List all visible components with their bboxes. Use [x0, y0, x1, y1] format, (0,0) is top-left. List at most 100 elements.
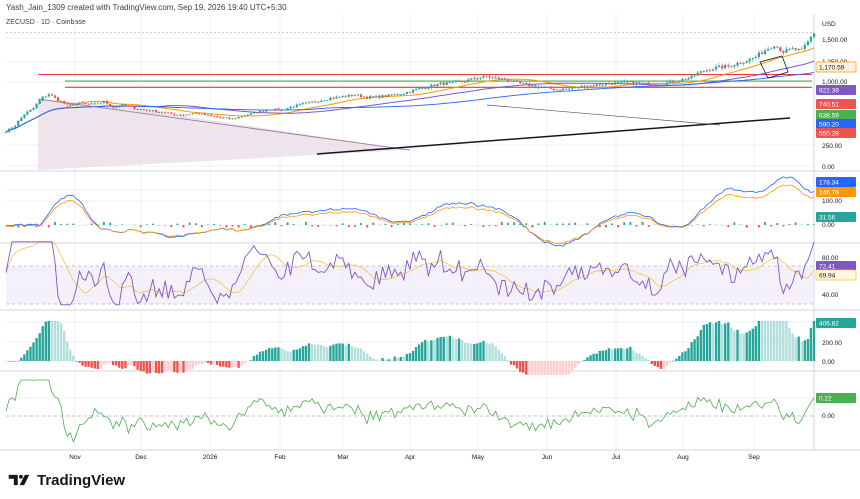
candle-body [105, 100, 109, 104]
candle-body [439, 82, 442, 84]
oscillator-1-bar [494, 225, 497, 227]
oscillator-1-bar [605, 225, 607, 228]
candle-body [317, 101, 320, 103]
oscillator-1-bar [237, 225, 240, 228]
oscillator-1-bar [739, 224, 742, 225]
histogram-bar [359, 348, 363, 361]
histogram-bar [586, 357, 589, 361]
candle-body [733, 65, 736, 67]
histogram-bar [528, 361, 531, 375]
histogram-bar [231, 361, 234, 368]
candle-body [574, 86, 577, 89]
histogram-bar [268, 347, 271, 361]
histogram-bar [610, 349, 614, 361]
candle-body [142, 109, 145, 110]
candle-body [782, 51, 785, 53]
histogram-bar [672, 360, 675, 362]
oscillator-1-bar [641, 221, 644, 225]
histogram-bar [50, 321, 54, 361]
candle-body [476, 78, 479, 80]
rsi-ma-label: 69.94 [819, 273, 836, 280]
histogram-bar [641, 355, 644, 361]
candle-body [442, 82, 445, 85]
histogram-bar [41, 326, 44, 361]
candle-body [610, 83, 614, 85]
histogram-bar [770, 321, 773, 361]
oscillator-1-pane[interactable] [5, 176, 815, 247]
oscillator-1-bar [35, 225, 38, 228]
time-axis-tick: Sep [748, 454, 760, 461]
time-axis-tick: May [472, 454, 485, 461]
candle-body [307, 101, 311, 103]
histogram-bar [693, 339, 696, 361]
histogram-bar [776, 321, 779, 361]
histogram-bar [607, 348, 611, 361]
time-axis-tick: Feb [274, 454, 286, 461]
price-axis-tick: 250.00 [822, 143, 842, 150]
candle-body [38, 100, 41, 104]
histogram-bar [491, 343, 494, 361]
histogram-bar [699, 330, 702, 361]
candle-body [751, 57, 754, 59]
candle-body [580, 85, 583, 88]
candle-body [617, 82, 620, 83]
candle-body [684, 79, 687, 80]
candle-body [53, 95, 57, 98]
histogram-bar [721, 324, 724, 361]
histogram-bar [488, 343, 491, 361]
candle-body [170, 112, 173, 114]
candle-body [678, 81, 681, 83]
candle-body [50, 94, 53, 96]
price-axis-tick: 1,500.00 [822, 37, 848, 44]
oscillator-1-bar [268, 223, 271, 225]
histogram-bar [298, 348, 301, 361]
symbol-label: ZECUSD · 1D · Coinbase [6, 19, 86, 26]
candle-body [537, 86, 540, 88]
candle-body [384, 95, 387, 97]
histogram-bar [564, 361, 568, 375]
histogram-bar [601, 350, 604, 361]
histogram-bar [111, 361, 115, 366]
oscillator-1-bar [702, 225, 705, 227]
candle-body [702, 71, 705, 72]
histogram-tick: 0.00 [822, 359, 835, 366]
price-axis[interactable]: USD1,500.001,250.001,000.00250.000.001,1… [815, 21, 857, 420]
histogram-bar [332, 344, 335, 361]
histogram-bar [736, 329, 739, 361]
price-pane[interactable] [4, 32, 816, 155]
histogram-bar [598, 351, 601, 361]
oscillator-2-pane[interactable] [5, 379, 815, 443]
histogram-pane[interactable] [4, 321, 816, 375]
triangle-upper-line [486, 104, 721, 126]
histogram-bar [265, 350, 268, 361]
time-axis-tick: Mar [337, 454, 349, 461]
histogram-bar [788, 327, 791, 361]
oscillator-1-bar [194, 223, 197, 225]
histogram-bar [681, 352, 684, 361]
candle-body [531, 85, 534, 87]
oscillator-1-bar [770, 225, 773, 227]
histogram-bar [87, 361, 90, 368]
histogram-bar [283, 350, 286, 361]
histogram-bar [7, 361, 11, 362]
histogram-bar [56, 321, 60, 361]
candle-body [693, 75, 696, 77]
histogram-bar [246, 361, 249, 362]
time-axis-tick: Jun [542, 454, 553, 461]
histogram-bar [451, 337, 454, 361]
time-axis[interactable]: Nov Dec 2026 Feb Mar Apr May Jun Jul Aug Sep [0, 449, 860, 461]
oscillator-1-bar [305, 222, 307, 225]
oscillator-1-tick: 100.00 [822, 198, 842, 205]
oscillator-2-label: 0.22 [819, 396, 832, 403]
histogram-bar [252, 356, 256, 361]
histogram-bar [35, 338, 38, 361]
histogram-bar [289, 351, 292, 361]
rsi-ma-line [5, 241, 815, 296]
candle-body [320, 100, 323, 102]
histogram-bar [237, 361, 240, 368]
histogram-bar [696, 336, 699, 361]
oscillator-1-bar [152, 223, 154, 225]
candle-body [739, 63, 742, 64]
rsi-pane[interactable] [5, 241, 815, 306]
